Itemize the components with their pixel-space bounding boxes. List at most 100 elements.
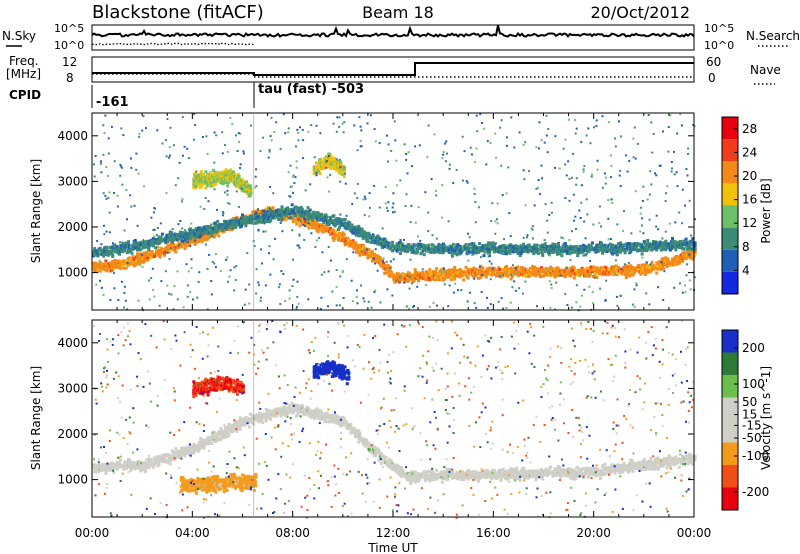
power-cell bbox=[312, 223, 316, 227]
power-cell bbox=[257, 210, 261, 213]
power-cell bbox=[98, 269, 102, 273]
power-cell bbox=[275, 121, 278, 124]
power-cell bbox=[278, 212, 282, 215]
power-cell bbox=[578, 273, 582, 277]
power-cell bbox=[331, 236, 335, 240]
power-cell bbox=[611, 252, 615, 256]
power-cell bbox=[298, 213, 302, 217]
power-cell bbox=[251, 221, 255, 225]
power-cell bbox=[116, 205, 119, 208]
power-cell bbox=[109, 298, 112, 301]
power-cell bbox=[281, 230, 284, 233]
power-cell bbox=[664, 248, 668, 252]
power-cell bbox=[590, 268, 594, 272]
power-cell bbox=[642, 263, 646, 267]
power-cell bbox=[460, 289, 463, 292]
power-cell bbox=[400, 242, 404, 246]
power-cell bbox=[464, 265, 468, 269]
power-cell bbox=[96, 268, 100, 272]
power-cell bbox=[417, 206, 420, 209]
power-cell bbox=[213, 227, 217, 231]
power-cell bbox=[601, 245, 605, 249]
power-cell bbox=[199, 234, 203, 238]
power-cell bbox=[574, 132, 577, 135]
power-cell bbox=[634, 157, 637, 160]
power-cell bbox=[535, 146, 538, 149]
power-cell bbox=[93, 175, 96, 178]
power-cell bbox=[374, 237, 378, 241]
power-cell bbox=[192, 138, 195, 141]
power-cell bbox=[676, 256, 680, 259]
power-cell bbox=[624, 154, 627, 157]
power-cell bbox=[466, 276, 470, 280]
power-cell bbox=[576, 254, 580, 258]
power-cell bbox=[546, 249, 550, 253]
power-cell bbox=[693, 241, 697, 245]
power-cell bbox=[428, 278, 432, 282]
power-cell bbox=[331, 290, 334, 293]
power-cell bbox=[255, 185, 258, 188]
power-cell bbox=[441, 251, 445, 255]
power-cell bbox=[498, 268, 502, 271]
power-cell bbox=[263, 216, 267, 220]
power-cell bbox=[153, 235, 156, 238]
power-cell bbox=[574, 245, 577, 249]
power-cell bbox=[269, 135, 272, 138]
power-cell bbox=[397, 273, 401, 277]
power-cell bbox=[542, 274, 546, 278]
power-cell bbox=[485, 249, 489, 253]
power-cell bbox=[548, 247, 551, 251]
power-cell bbox=[681, 259, 685, 263]
power-cell bbox=[213, 131, 216, 134]
power-cell bbox=[466, 245, 470, 249]
power-cell bbox=[288, 289, 291, 292]
power-cell bbox=[288, 297, 291, 300]
power-cell bbox=[215, 134, 218, 137]
power-cell bbox=[329, 227, 332, 230]
power-cell bbox=[274, 216, 278, 219]
power-cell bbox=[494, 220, 497, 223]
power-cell bbox=[497, 300, 500, 303]
power-cell bbox=[410, 248, 414, 251]
power-cell bbox=[268, 207, 271, 210]
power-cell bbox=[414, 221, 417, 224]
power-cell bbox=[545, 245, 549, 248]
power-cell bbox=[238, 140, 241, 143]
power-cell bbox=[587, 127, 590, 130]
power-cell bbox=[575, 127, 578, 130]
power-cell bbox=[297, 206, 301, 210]
power-cell bbox=[120, 127, 123, 130]
power-cell bbox=[599, 242, 603, 245]
power-cell bbox=[180, 238, 183, 241]
power-cell bbox=[206, 152, 209, 155]
power-cell bbox=[668, 222, 671, 225]
power-cell bbox=[370, 306, 373, 309]
power-cell bbox=[674, 248, 678, 252]
power-cell bbox=[199, 185, 203, 189]
power-cell bbox=[139, 263, 142, 266]
power-cell bbox=[307, 226, 311, 230]
power-cell bbox=[624, 276, 628, 280]
power-cell bbox=[654, 264, 658, 268]
power-cell bbox=[195, 229, 199, 233]
power-cell bbox=[506, 274, 510, 278]
freq-unit-label: [MHz] bbox=[6, 67, 41, 81]
power-cell bbox=[139, 240, 143, 244]
power-cell bbox=[575, 183, 578, 186]
power-cell bbox=[103, 224, 105, 227]
power-cell bbox=[306, 223, 310, 227]
power-cell bbox=[490, 220, 493, 223]
power-cell bbox=[563, 242, 567, 245]
power-cell bbox=[108, 252, 112, 256]
power-cell bbox=[342, 233, 346, 236]
power-cell bbox=[156, 245, 160, 249]
power-cell bbox=[665, 262, 669, 266]
power-cell bbox=[239, 216, 243, 220]
power-cell bbox=[194, 185, 198, 188]
power-cell bbox=[504, 248, 507, 252]
power-cell bbox=[567, 246, 571, 250]
power-cell bbox=[194, 238, 198, 242]
power-cell bbox=[546, 151, 549, 154]
power-cell bbox=[267, 217, 270, 221]
power-cell bbox=[622, 229, 625, 232]
